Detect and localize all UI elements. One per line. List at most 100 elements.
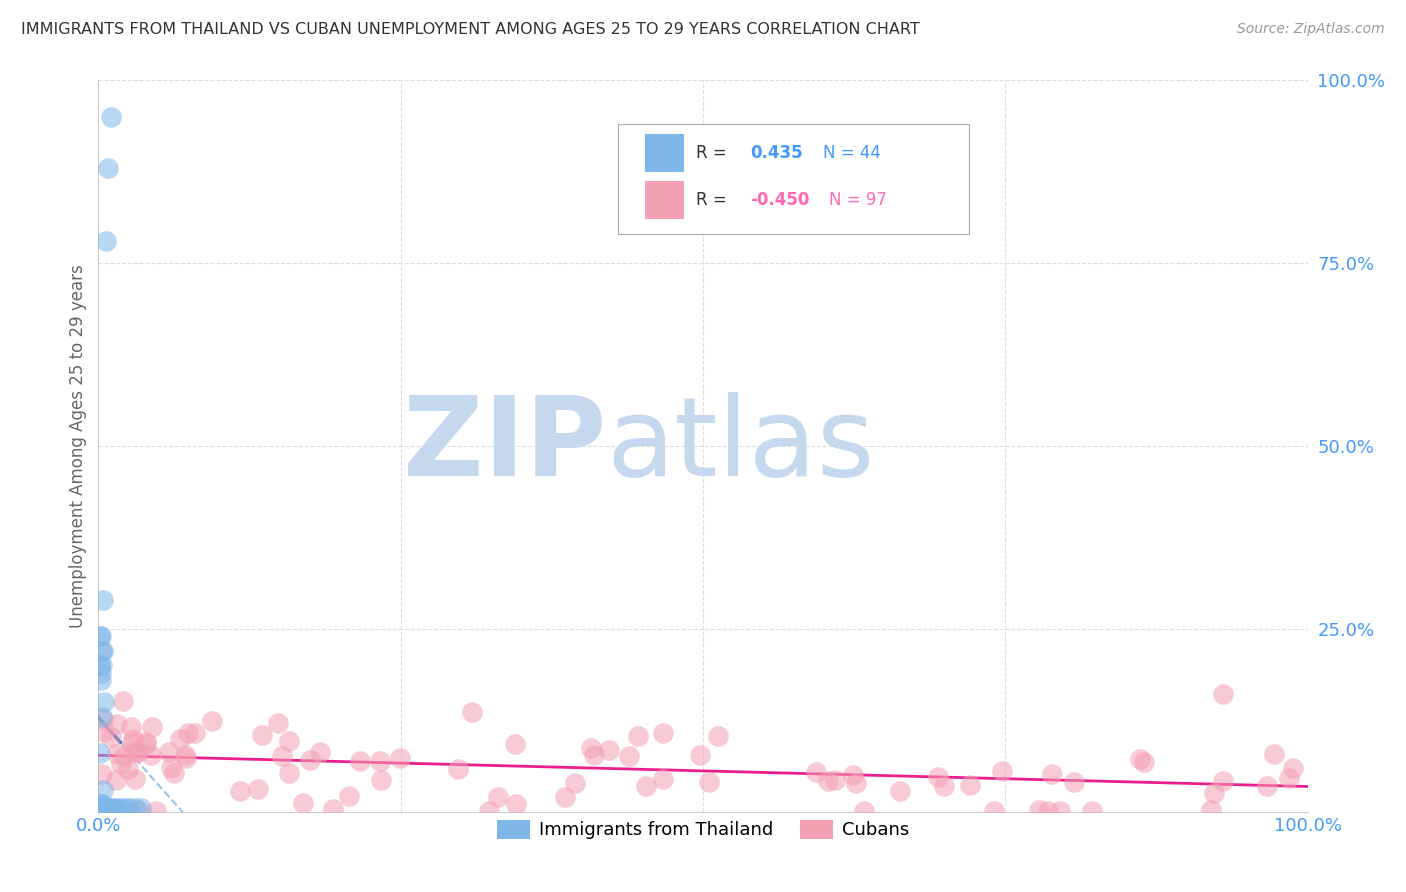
Point [1199, 803, 1222, 817]
Point [298, 753, 321, 767]
Point [174, 751, 197, 765]
Point [127, 745, 149, 759]
Point [1028, 803, 1050, 817]
Point [228, 784, 250, 798]
Point [157, 745, 180, 759]
Point [91, 767, 114, 781]
Point [91, 592, 114, 607]
Point [1063, 774, 1085, 789]
Point [91, 782, 114, 797]
Point [135, 735, 157, 749]
Point [91, 714, 114, 728]
Point [91, 801, 114, 815]
Point [1036, 804, 1059, 818]
Point [93, 695, 115, 709]
Point [889, 784, 911, 798]
Point [853, 804, 876, 818]
Point [121, 736, 143, 750]
Point [112, 748, 135, 763]
Point [89, 629, 111, 643]
Point [270, 748, 292, 763]
Point [90, 801, 112, 815]
Point [118, 801, 141, 815]
Point [1049, 804, 1071, 818]
Point [89, 801, 111, 815]
Point [122, 745, 145, 759]
Point [90, 629, 112, 643]
Point [267, 716, 290, 731]
Point [120, 720, 142, 734]
Text: ZIP: ZIP [404, 392, 606, 500]
Point [110, 757, 132, 772]
Point [706, 730, 728, 744]
Point [177, 726, 200, 740]
Point [100, 801, 122, 815]
Point [478, 804, 501, 818]
Text: IMMIGRANTS FROM THAILAND VS CUBAN UNEMPLOYMENT AMONG AGES 25 TO 29 YEARS CORRELA: IMMIGRANTS FROM THAILAND VS CUBAN UNEMPL… [21, 22, 920, 37]
FancyBboxPatch shape [645, 134, 683, 171]
Point [129, 801, 152, 815]
Point [90, 801, 112, 815]
FancyBboxPatch shape [645, 181, 683, 219]
Point [627, 729, 650, 743]
Point [1282, 761, 1305, 775]
Y-axis label: Unemployment Among Ages 25 to 29 years: Unemployment Among Ages 25 to 29 years [69, 264, 87, 628]
Point [564, 776, 586, 790]
Point [804, 764, 827, 779]
Point [90, 801, 112, 815]
Point [89, 658, 111, 673]
Point [96, 801, 118, 815]
Point [94, 234, 117, 248]
Point [201, 714, 224, 729]
Point [93, 801, 115, 815]
Text: R =: R = [696, 191, 727, 210]
Text: -0.450: -0.450 [751, 191, 810, 210]
Text: N = 44: N = 44 [823, 144, 880, 161]
Point [122, 731, 145, 746]
Point [292, 796, 315, 810]
Point [89, 801, 111, 815]
Point [169, 732, 191, 747]
Text: atlas: atlas [606, 392, 875, 500]
Point [91, 804, 114, 818]
Point [100, 731, 122, 745]
Point [91, 644, 114, 658]
Text: 0.435: 0.435 [751, 144, 803, 161]
Legend: Immigrants from Thailand, Cubans: Immigrants from Thailand, Cubans [489, 813, 917, 847]
Point [105, 772, 128, 787]
Point [845, 776, 868, 790]
Point [1040, 766, 1063, 780]
Point [388, 751, 411, 765]
Point [817, 774, 839, 789]
Point [127, 745, 149, 759]
Point [582, 747, 605, 762]
Point [101, 801, 124, 815]
Point [278, 765, 301, 780]
Point [89, 801, 111, 815]
Point [579, 741, 602, 756]
Point [447, 762, 470, 776]
Point [322, 802, 344, 816]
Point [1212, 774, 1234, 789]
Point [89, 746, 111, 760]
Point [163, 765, 186, 780]
Point [97, 801, 120, 815]
Point [927, 770, 949, 784]
Point [1202, 786, 1225, 800]
Point [105, 801, 128, 815]
Point [991, 764, 1014, 778]
Point [141, 720, 163, 734]
Point [174, 748, 197, 763]
Point [1212, 687, 1234, 701]
Point [128, 804, 150, 818]
Point [505, 797, 527, 812]
Point [368, 754, 391, 768]
Point [91, 801, 114, 815]
Point [89, 801, 111, 815]
Point [959, 778, 981, 792]
Point [486, 790, 509, 805]
Point [90, 665, 112, 680]
Point [824, 772, 846, 787]
Point [598, 743, 620, 757]
Point [91, 644, 114, 658]
